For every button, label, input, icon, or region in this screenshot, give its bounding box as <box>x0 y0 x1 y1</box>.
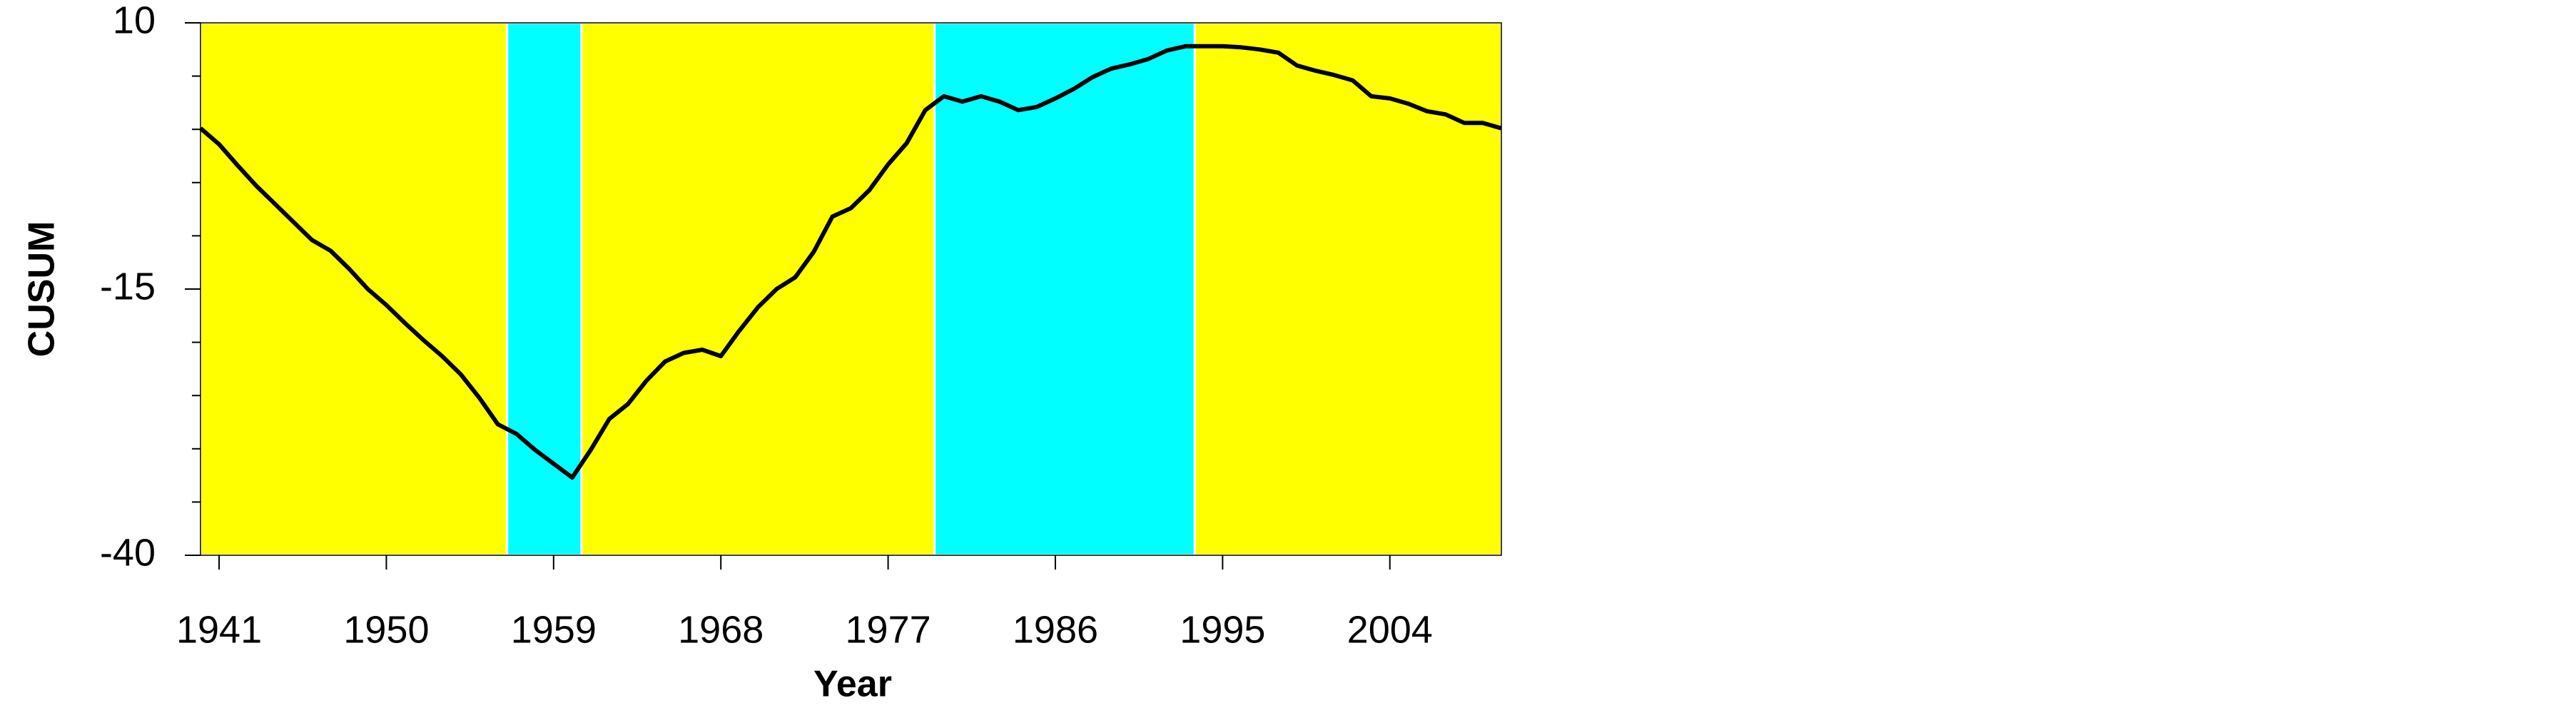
regime-band <box>1193 21 1503 557</box>
y-tick-label: 10 <box>113 0 156 41</box>
y-axis-title: CUSUM <box>21 221 63 358</box>
x-tick-label: 1977 <box>846 608 931 651</box>
x-tick-label: 1968 <box>678 608 764 651</box>
x-tick-label: 1950 <box>343 608 429 651</box>
x-tick-label: 1995 <box>1180 608 1265 651</box>
x-axis-title: Year <box>813 664 892 705</box>
cusum-line <box>199 44 1502 480</box>
y-tick-label: -15 <box>100 265 156 308</box>
plot-area <box>199 21 1503 557</box>
x-tick-label: 1986 <box>1013 608 1098 651</box>
x-tick-label: 1959 <box>511 608 597 651</box>
regime-band <box>199 21 509 557</box>
regime-band <box>933 21 1196 557</box>
regime-band <box>506 21 583 557</box>
x-tick-label: 2004 <box>1347 608 1433 651</box>
x-tick-label: 1941 <box>176 608 262 651</box>
y-tick-label: -40 <box>100 531 156 574</box>
regime-band <box>580 21 936 557</box>
